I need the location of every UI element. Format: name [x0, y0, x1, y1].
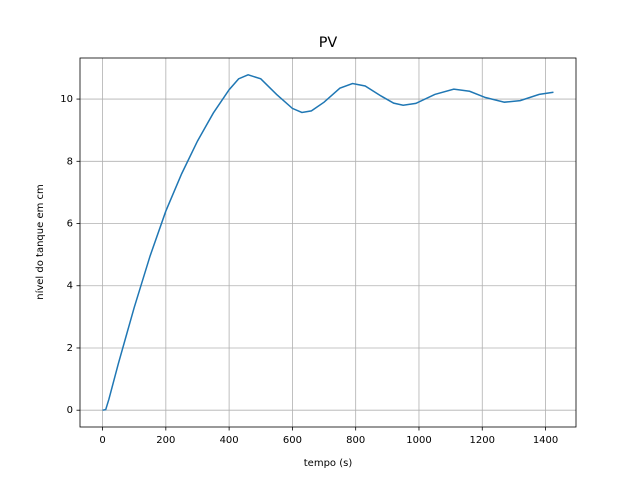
x-tick-label: 200: [156, 435, 175, 446]
x-tick-label: 1400: [533, 435, 558, 446]
x-tick-label: 1200: [470, 435, 495, 446]
x-tick-label: 400: [220, 435, 239, 446]
y-tick-label: 8: [67, 156, 73, 167]
x-tick-label: 600: [283, 435, 302, 446]
y-tick-label: 10: [60, 94, 73, 105]
x-axis-label: tempo (s): [304, 458, 353, 469]
chart-title: PV: [319, 35, 338, 51]
y-tick-label: 0: [67, 405, 73, 416]
data-line: [102, 74, 554, 411]
y-tick-label: 2: [67, 343, 73, 354]
x-tick-label: 1000: [406, 435, 431, 446]
plot-frame: [79, 57, 577, 428]
y-tick-label: 6: [67, 219, 73, 230]
x-tick-label: 800: [346, 435, 365, 446]
y-tick-label: 4: [67, 281, 73, 292]
y-axis-label: nível do tanque em cm: [34, 184, 46, 300]
x-tick-label: 0: [99, 435, 105, 446]
